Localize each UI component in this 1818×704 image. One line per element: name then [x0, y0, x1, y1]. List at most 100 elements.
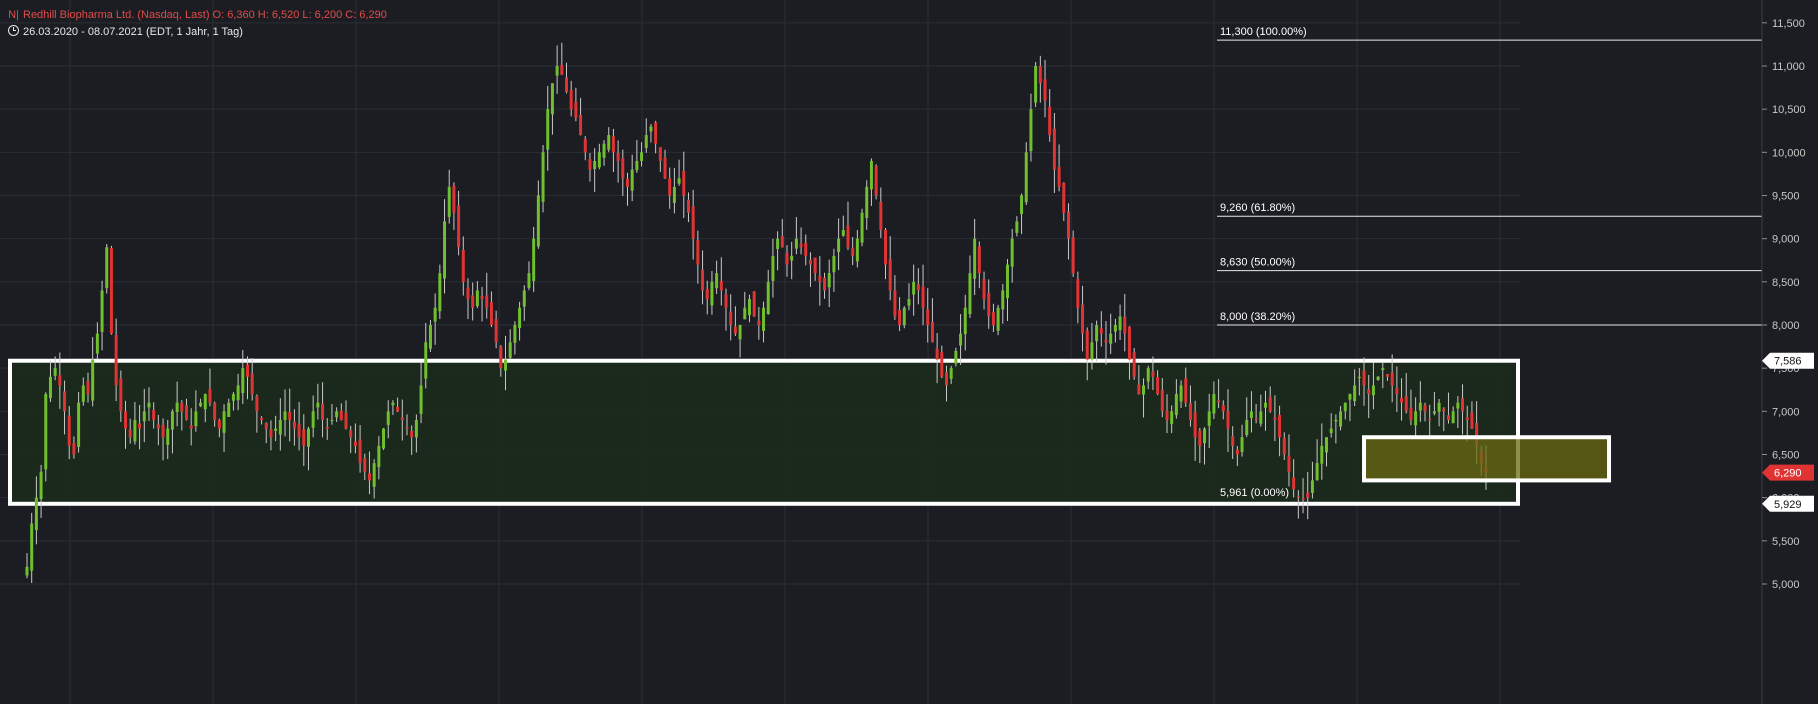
candle[interactable] — [405, 414, 409, 436]
candle[interactable] — [977, 241, 981, 289]
candle[interactable] — [663, 149, 667, 179]
candle[interactable] — [987, 279, 991, 329]
candle[interactable] — [508, 329, 512, 360]
candle[interactable] — [278, 398, 282, 451]
candle[interactable] — [53, 356, 57, 381]
candle[interactable] — [1020, 193, 1024, 235]
candle[interactable] — [349, 425, 353, 454]
candle[interactable] — [391, 400, 395, 415]
candle[interactable] — [133, 402, 137, 445]
candle[interactable] — [142, 388, 146, 443]
candle[interactable] — [72, 436, 76, 459]
candle[interactable] — [199, 398, 203, 408]
candle[interactable] — [715, 260, 719, 294]
candle[interactable] — [1446, 392, 1450, 424]
candle[interactable] — [813, 257, 817, 281]
candle[interactable] — [1127, 326, 1131, 380]
highlight-box[interactable] — [1362, 435, 1612, 483]
candle[interactable] — [1146, 365, 1150, 390]
candle[interactable] — [1221, 400, 1225, 420]
candle[interactable] — [147, 387, 151, 421]
candle[interactable] — [701, 250, 705, 305]
candle[interactable] — [1273, 395, 1277, 442]
candle[interactable] — [245, 356, 249, 400]
candle[interactable] — [518, 301, 522, 341]
candle[interactable] — [217, 418, 221, 438]
candle[interactable] — [1320, 423, 1324, 480]
candle[interactable] — [91, 337, 95, 407]
candle[interactable] — [668, 167, 672, 209]
candle[interactable] — [884, 227, 888, 280]
candle[interactable] — [654, 120, 658, 154]
candle[interactable] — [1198, 427, 1202, 464]
candle[interactable] — [1076, 271, 1080, 324]
candle[interactable] — [546, 85, 550, 171]
candle[interactable] — [940, 345, 944, 379]
candle[interactable] — [1456, 396, 1460, 429]
candle[interactable] — [1470, 401, 1474, 430]
candle[interactable] — [100, 280, 104, 351]
candle[interactable] — [292, 409, 296, 446]
candle[interactable] — [790, 241, 794, 280]
candle[interactable] — [1005, 259, 1009, 322]
candle[interactable] — [236, 373, 240, 411]
candle[interactable] — [696, 230, 700, 284]
candle[interactable] — [1113, 318, 1117, 343]
candle[interactable] — [752, 291, 756, 317]
candle[interactable] — [489, 291, 493, 328]
candle[interactable] — [1278, 405, 1282, 457]
candle[interactable] — [443, 199, 447, 294]
candle[interactable] — [1362, 357, 1366, 406]
candle[interactable] — [1264, 390, 1268, 431]
candle[interactable] — [738, 324, 742, 358]
candle[interactable] — [124, 400, 128, 449]
candle[interactable] — [1268, 386, 1272, 413]
candle[interactable] — [1095, 320, 1099, 362]
candle[interactable] — [1254, 403, 1258, 424]
candle[interactable] — [1231, 426, 1235, 459]
candle[interactable] — [1066, 203, 1070, 260]
candle[interactable] — [419, 362, 423, 424]
candle[interactable] — [954, 347, 958, 367]
candle[interactable] — [95, 322, 99, 360]
candle[interactable] — [152, 402, 156, 429]
candle[interactable] — [377, 436, 381, 480]
candle[interactable] — [1029, 93, 1033, 162]
candle[interactable] — [780, 219, 784, 248]
candle[interactable] — [916, 268, 920, 305]
candle[interactable] — [1001, 283, 1005, 324]
candle[interactable] — [658, 147, 662, 172]
candle[interactable] — [39, 464, 43, 518]
candle[interactable] — [677, 159, 681, 186]
candle[interactable] — [588, 153, 592, 182]
candle[interactable] — [77, 391, 81, 453]
candle[interactable] — [851, 237, 855, 266]
candle[interactable] — [532, 226, 536, 293]
candle[interactable] — [710, 271, 714, 315]
candle[interactable] — [1287, 434, 1291, 487]
candle[interactable] — [776, 231, 780, 271]
candle[interactable] — [607, 127, 611, 153]
candle[interactable] — [1071, 230, 1075, 277]
candle[interactable] — [414, 414, 418, 453]
candle[interactable] — [63, 380, 67, 435]
candle[interactable] — [452, 182, 456, 230]
candle[interactable] — [719, 257, 723, 306]
candle[interactable] — [410, 425, 414, 455]
candle[interactable] — [841, 215, 845, 237]
candle[interactable] — [1188, 385, 1192, 427]
candle[interactable] — [743, 291, 747, 320]
candle[interactable] — [485, 272, 489, 319]
candle[interactable] — [321, 382, 325, 438]
candle[interactable] — [25, 553, 29, 579]
candle[interactable] — [335, 407, 339, 423]
candle[interactable] — [1217, 379, 1221, 409]
candle[interactable] — [203, 393, 207, 423]
candle[interactable] — [288, 388, 292, 442]
candle[interactable] — [1409, 389, 1413, 426]
candle[interactable] — [1142, 378, 1146, 418]
candle[interactable] — [1414, 397, 1418, 439]
candle[interactable] — [865, 180, 869, 230]
candle[interactable] — [1034, 61, 1038, 108]
candle[interactable] — [1057, 144, 1061, 192]
